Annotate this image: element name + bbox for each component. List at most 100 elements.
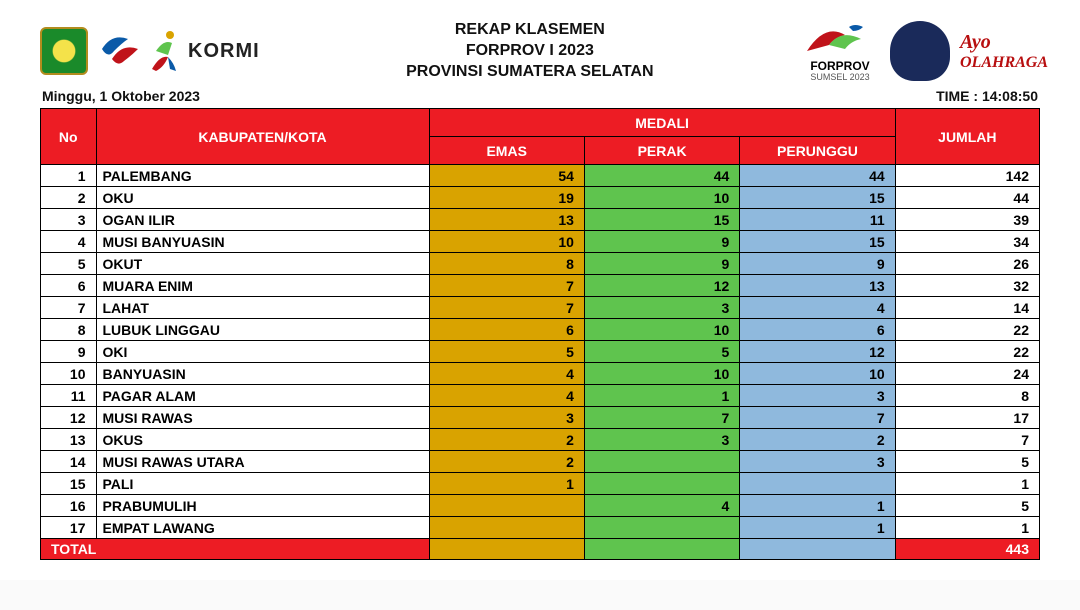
cell-emas: 13 xyxy=(429,209,584,231)
cell-emas: 10 xyxy=(429,231,584,253)
cell-no: 7 xyxy=(41,297,97,319)
col-emas: EMAS xyxy=(429,137,584,165)
cell-jumlah: 8 xyxy=(895,385,1039,407)
cell-perak: 4 xyxy=(584,495,739,517)
cell-perak: 3 xyxy=(584,429,739,451)
table-row: 2OKU19101544 xyxy=(41,187,1040,209)
cell-perak: 9 xyxy=(584,253,739,275)
cell-jumlah: 22 xyxy=(895,341,1039,363)
table-row: 12MUSI RAWAS37717 xyxy=(41,407,1040,429)
date-label: Minggu, 1 Oktober 2023 xyxy=(42,88,200,104)
kormi-logo: KORMI xyxy=(98,29,260,73)
cell-perak xyxy=(584,473,739,495)
table-row: 7LAHAT73414 xyxy=(41,297,1040,319)
header-title: REKAP KLASEMEN FORPROV I 2023 PROVINSI S… xyxy=(406,20,653,82)
cell-name: PRABUMULIH xyxy=(96,495,429,517)
kormi-figure-icon xyxy=(146,29,180,73)
table-row: 15PALI11 xyxy=(41,473,1040,495)
col-perunggu: PERUNGGU xyxy=(740,137,895,165)
kormi-swirl-icon xyxy=(98,29,142,73)
cell-jumlah: 1 xyxy=(895,473,1039,495)
cell-name: OGAN ILIR xyxy=(96,209,429,231)
forprov-icon xyxy=(805,21,875,55)
cell-perunggu: 9 xyxy=(740,253,895,275)
table-row: 1PALEMBANG544444142 xyxy=(41,165,1040,187)
col-perak: PERAK xyxy=(584,137,739,165)
cell-emas: 2 xyxy=(429,429,584,451)
ayo-top: Ayo xyxy=(960,31,1040,54)
table-body: 1PALEMBANG5444441422OKU191015443OGAN ILI… xyxy=(41,165,1040,539)
cell-name: MUARA ENIM xyxy=(96,275,429,297)
cell-jumlah: 22 xyxy=(895,319,1039,341)
cell-name: OKI xyxy=(96,341,429,363)
title-line-2: FORPROV I 2023 xyxy=(406,41,653,62)
cell-name: BANYUASIN xyxy=(96,363,429,385)
cell-name: PALI xyxy=(96,473,429,495)
cell-perak: 3 xyxy=(584,297,739,319)
cell-perunggu: 3 xyxy=(740,385,895,407)
table-row: 4MUSI BANYUASIN1091534 xyxy=(41,231,1040,253)
cell-name: OKUS xyxy=(96,429,429,451)
cell-emas: 3 xyxy=(429,407,584,429)
cell-perak: 9 xyxy=(584,231,739,253)
standings-table: No KABUPATEN/KOTA MEDALI JUMLAH EMAS PER… xyxy=(40,108,1040,560)
table-row: 13OKUS2327 xyxy=(41,429,1040,451)
ayo-bot: OLAHRAGA xyxy=(960,54,1040,72)
table-row: 11PAGAR ALAM4138 xyxy=(41,385,1040,407)
cell-emas: 4 xyxy=(429,385,584,407)
cell-perunggu: 15 xyxy=(740,187,895,209)
cell-jumlah: 32 xyxy=(895,275,1039,297)
cell-no: 14 xyxy=(41,451,97,473)
forprov-sub: SUMSEL 2023 xyxy=(800,72,880,82)
table-head: No KABUPATEN/KOTA MEDALI JUMLAH EMAS PER… xyxy=(41,109,1040,165)
table-row: 6MUARA ENIM7121332 xyxy=(41,275,1040,297)
cell-emas xyxy=(429,517,584,539)
col-kab: KABUPATEN/KOTA xyxy=(96,109,429,165)
table-row: 17EMPAT LAWANG11 xyxy=(41,517,1040,539)
cell-no: 3 xyxy=(41,209,97,231)
cell-emas: 19 xyxy=(429,187,584,209)
cell-emas: 7 xyxy=(429,297,584,319)
cell-no: 5 xyxy=(41,253,97,275)
total-perak xyxy=(584,539,739,560)
province-crest-icon xyxy=(40,27,88,75)
title-line-3: PROVINSI SUMATERA SELATAN xyxy=(406,62,653,83)
cell-perak: 10 xyxy=(584,187,739,209)
cell-no: 6 xyxy=(41,275,97,297)
cell-perunggu: 4 xyxy=(740,297,895,319)
table-row: 5OKUT89926 xyxy=(41,253,1040,275)
cell-name: EMPAT LAWANG xyxy=(96,517,429,539)
cell-perunggu: 1 xyxy=(740,517,895,539)
mascot-icon xyxy=(890,21,950,81)
cell-no: 15 xyxy=(41,473,97,495)
cell-perak: 15 xyxy=(584,209,739,231)
table-row: 10BANYUASIN4101024 xyxy=(41,363,1040,385)
cell-no: 1 xyxy=(41,165,97,187)
cell-no: 13 xyxy=(41,429,97,451)
cell-jumlah: 5 xyxy=(895,451,1039,473)
cell-perak: 10 xyxy=(584,363,739,385)
kormi-label: KORMI xyxy=(188,40,260,63)
cell-perak: 12 xyxy=(584,275,739,297)
header-right: FORPROV SUMSEL 2023 Ayo OLAHRAGA xyxy=(800,21,1040,82)
ayo-olahraga: Ayo OLAHRAGA xyxy=(960,31,1040,72)
cell-no: 4 xyxy=(41,231,97,253)
cell-perunggu xyxy=(740,473,895,495)
cell-emas: 2 xyxy=(429,451,584,473)
cell-no: 12 xyxy=(41,407,97,429)
cell-perak: 1 xyxy=(584,385,739,407)
cell-emas: 7 xyxy=(429,275,584,297)
cell-perunggu: 1 xyxy=(740,495,895,517)
cell-perak xyxy=(584,517,739,539)
cell-name: MUSI RAWAS xyxy=(96,407,429,429)
total-label: TOTAL xyxy=(41,539,430,560)
cell-perunggu: 10 xyxy=(740,363,895,385)
cell-name: PAGAR ALAM xyxy=(96,385,429,407)
cell-jumlah: 17 xyxy=(895,407,1039,429)
table-row: 8LUBUK LINGGAU610622 xyxy=(41,319,1040,341)
cell-perunggu: 3 xyxy=(740,451,895,473)
cell-perak xyxy=(584,451,739,473)
subheader: Minggu, 1 Oktober 2023 TIME : 14:08:50 xyxy=(40,88,1040,104)
cell-perunggu: 6 xyxy=(740,319,895,341)
cell-perunggu: 15 xyxy=(740,231,895,253)
